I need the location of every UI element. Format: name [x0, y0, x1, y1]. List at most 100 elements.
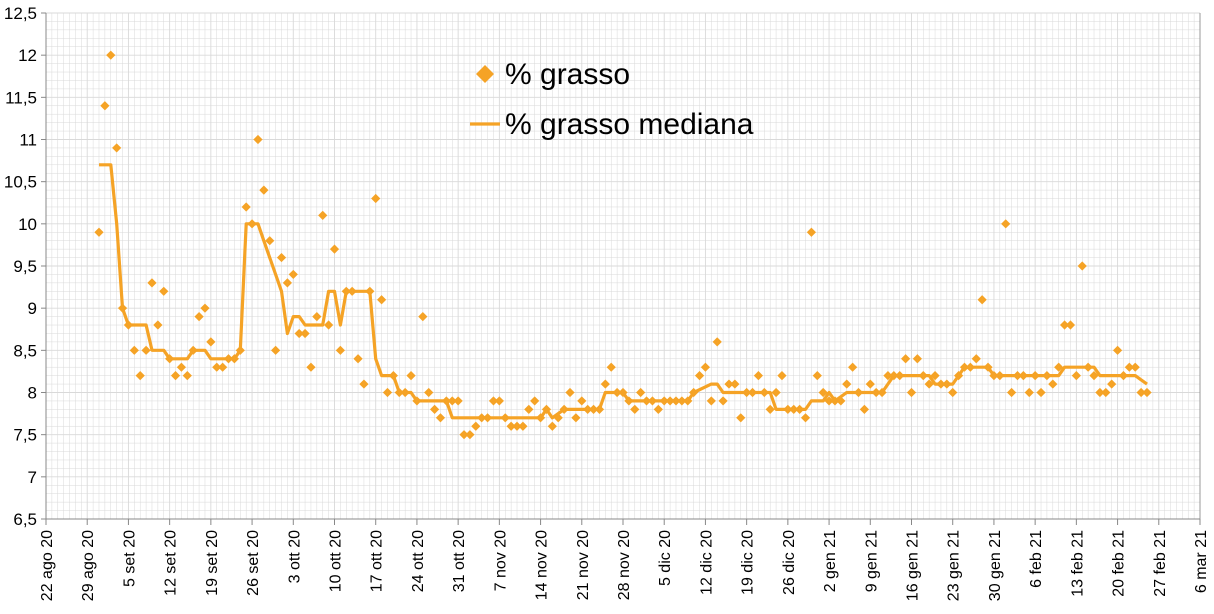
x-tick-label: 26 dic 20 — [781, 530, 798, 595]
data-point — [671, 396, 681, 406]
data-point — [824, 396, 834, 406]
data-point — [1130, 362, 1140, 372]
data-point — [506, 421, 516, 431]
data-point — [1071, 371, 1081, 381]
x-tick-label: 7 nov 20 — [492, 530, 509, 591]
data-point — [94, 227, 104, 237]
data-point — [724, 379, 734, 389]
x-tick-label: 5 set 20 — [121, 530, 138, 587]
series-line-layer — [99, 163, 1148, 420]
data-point — [247, 219, 257, 229]
data-point — [818, 387, 828, 398]
data-point — [588, 404, 599, 414]
y-tick-label: 9 — [28, 299, 37, 318]
data-point — [677, 396, 687, 406]
data-point — [259, 185, 269, 195]
data-point — [1083, 362, 1093, 372]
data-point — [135, 371, 145, 381]
data-point — [759, 387, 769, 398]
data-point — [694, 371, 705, 381]
data-point — [530, 396, 540, 406]
data-point — [712, 337, 722, 347]
data-point — [235, 345, 245, 355]
data-point — [871, 387, 881, 398]
x-tick-label: 6 feb 21 — [1028, 530, 1045, 588]
data-point — [989, 371, 999, 381]
data-point — [865, 379, 875, 389]
data-point — [324, 320, 334, 330]
data-point — [659, 396, 669, 406]
data-point — [141, 345, 151, 355]
data-point — [153, 320, 163, 330]
data-point — [435, 413, 446, 423]
y-tick-label: 10,5 — [4, 173, 37, 192]
data-point — [212, 362, 222, 372]
x-tick-label: 6 mar 21 — [1193, 530, 1210, 593]
data-point — [265, 236, 275, 246]
data-point — [636, 387, 646, 398]
data-point — [848, 362, 858, 372]
data-point — [341, 286, 351, 296]
legend-marker-icon — [476, 65, 494, 83]
data-point — [889, 371, 899, 381]
data-point — [765, 404, 775, 414]
data-point — [930, 371, 940, 381]
data-point — [971, 354, 981, 364]
data-point — [1024, 387, 1034, 398]
data-point — [959, 362, 970, 372]
data-point — [954, 371, 964, 381]
data-point — [112, 143, 122, 153]
data-point — [106, 50, 116, 60]
data-point — [883, 371, 893, 381]
x-tick-label: 19 set 20 — [204, 530, 221, 596]
data-point — [559, 404, 569, 414]
data-point — [353, 354, 363, 364]
x-tick-label: 17 ott 20 — [369, 530, 386, 592]
data-point — [895, 371, 905, 381]
x-tick-label: 16 gen 21 — [905, 530, 922, 601]
data-point — [365, 286, 375, 296]
data-point — [577, 396, 587, 406]
data-point — [359, 379, 369, 389]
data-point — [276, 252, 287, 263]
y-tick-label: 8,5 — [13, 341, 37, 360]
y-tick-label: 6,5 — [13, 510, 37, 529]
x-tick-label: 22 ago 20 — [39, 530, 56, 601]
data-point — [1048, 379, 1058, 389]
data-point — [500, 413, 510, 423]
y-tick-label: 9,5 — [13, 257, 37, 276]
data-point — [1095, 387, 1105, 398]
data-point — [571, 413, 581, 423]
data-point — [482, 413, 493, 423]
data-point — [730, 379, 740, 389]
data-point — [253, 134, 263, 145]
x-tick-label: 23 gen 21 — [946, 530, 963, 601]
data-point — [306, 362, 316, 372]
data-point — [1142, 387, 1152, 398]
y-tick-label: 12,5 — [4, 4, 37, 23]
data-point — [1136, 387, 1146, 398]
y-tick-label: 7 — [28, 468, 37, 487]
data-point — [412, 396, 422, 406]
data-point — [641, 396, 652, 406]
data-point — [188, 345, 198, 355]
data-point — [459, 430, 469, 440]
data-point — [1036, 387, 1046, 398]
data-point — [541, 404, 552, 414]
data-point — [853, 387, 864, 398]
data-point — [936, 379, 946, 389]
data-point — [429, 404, 440, 414]
data-point — [942, 379, 952, 389]
data-point — [1101, 387, 1111, 398]
data-point — [165, 354, 175, 364]
data-point — [300, 328, 310, 339]
data-point — [594, 404, 605, 414]
data-point — [282, 278, 292, 288]
data-point — [877, 387, 887, 398]
data-point — [453, 396, 463, 406]
data-point — [1077, 261, 1087, 271]
x-tick-label: 12 set 20 — [163, 530, 180, 596]
data-point — [465, 430, 475, 440]
data-point — [718, 396, 728, 406]
